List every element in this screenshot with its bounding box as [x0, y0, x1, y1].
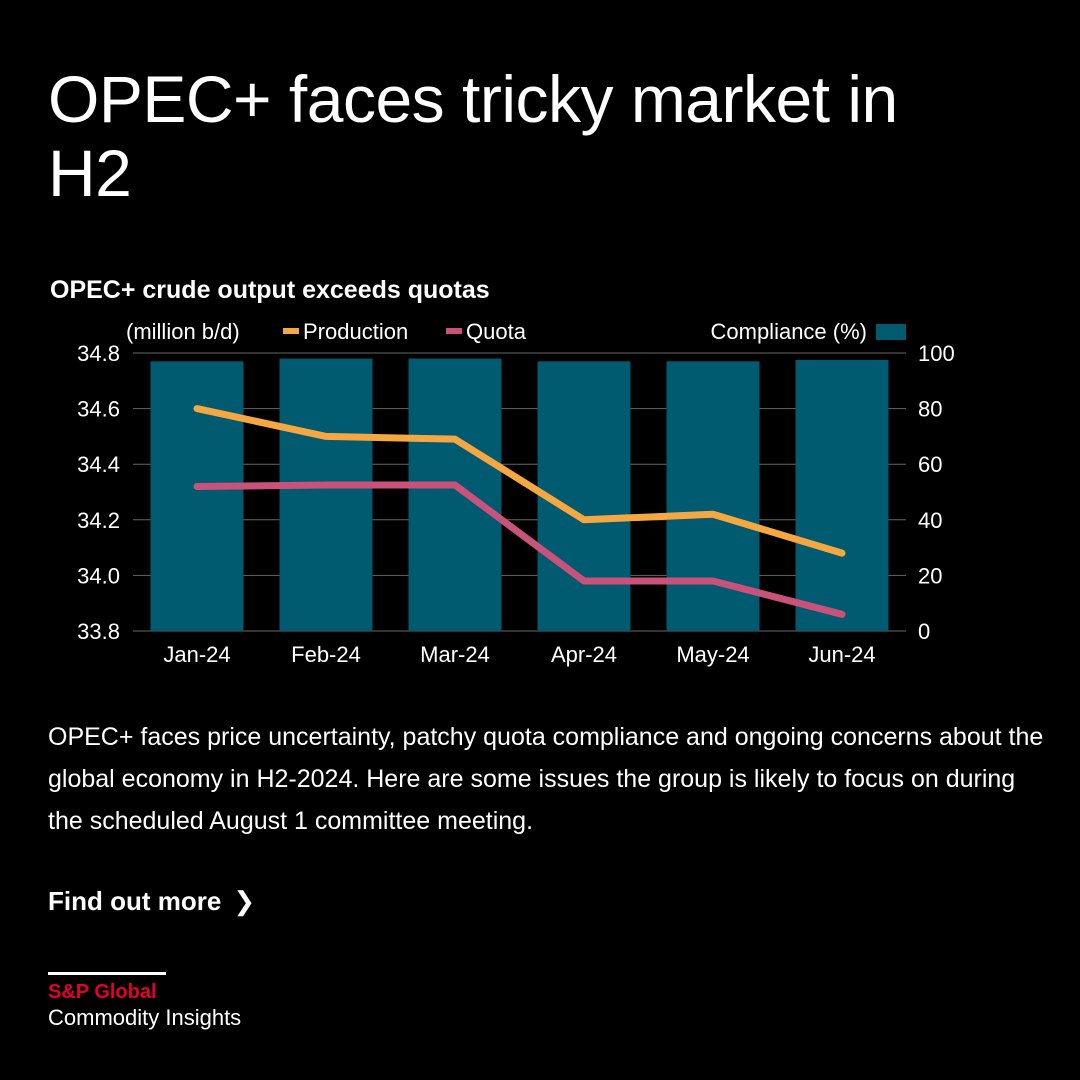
x-tick-label: Apr-24 [551, 642, 617, 667]
y-tick-label: 33.8 [77, 619, 120, 644]
y2-tick-label: 0 [918, 619, 930, 644]
compliance-bar [408, 358, 502, 631]
sp-global-logo: S&P Global Commodity Insights [48, 972, 241, 1033]
legend-swatch-production [283, 328, 299, 334]
logo-rule [48, 972, 166, 975]
x-tick-label: Mar-24 [420, 642, 490, 667]
y-axis-label: (million b/d) [126, 319, 240, 344]
y2-tick-label: 40 [918, 508, 942, 533]
headline: OPEC+ faces tricky market in H2 [48, 62, 898, 210]
legend-compliance: Compliance (%) [711, 319, 868, 344]
y2-tick-label: 20 [918, 563, 942, 588]
y2-tick-label: 60 [918, 452, 942, 477]
x-tick-label: Feb-24 [291, 642, 361, 667]
x-tick-label: Jan-24 [163, 642, 230, 667]
legend-quota: Quota [466, 319, 527, 344]
quota-line [193, 481, 846, 618]
logo-sub: Commodity Insights [48, 1005, 242, 1030]
compliance-bar [537, 361, 631, 631]
logo-brand: S&P Global [48, 981, 157, 1003]
production-line [193, 405, 846, 557]
y-tick-label: 34.2 [77, 508, 120, 533]
compliance-bar [795, 359, 889, 631]
body-text: OPEC+ faces price uncertainty, patchy qu… [48, 723, 1044, 835]
y-tick-label: 34.0 [77, 563, 120, 588]
compliance-bar [150, 361, 244, 631]
y2-tick-label: 80 [918, 397, 942, 422]
y-tick-label: 34.8 [77, 341, 120, 366]
legend-swatch-compliance [876, 324, 906, 340]
y-tick-label: 34.6 [77, 397, 120, 422]
y2-tick-label: 100 [918, 341, 955, 366]
chart: 34.8 100 34.6 80 34.4 60 34.2 40 34.0 20 33.8 0 Jan-… [77, 319, 955, 667]
x-tick-label: Jun-24 [808, 642, 875, 667]
legend-swatch-quota [446, 328, 462, 334]
legend-production: Production [303, 319, 408, 344]
compliance-bar [279, 358, 373, 631]
y-tick-label: 34.4 [77, 452, 120, 477]
chart-title: OPEC+ crude output exceeds quotas [50, 276, 490, 304]
chevron-right-icon: ❯ [233, 886, 256, 916]
find-out-more-link[interactable]: Find out more ❯ [48, 886, 255, 917]
find-out-more-label: Find out more [48, 886, 222, 916]
x-tick-label: May-24 [676, 642, 749, 667]
